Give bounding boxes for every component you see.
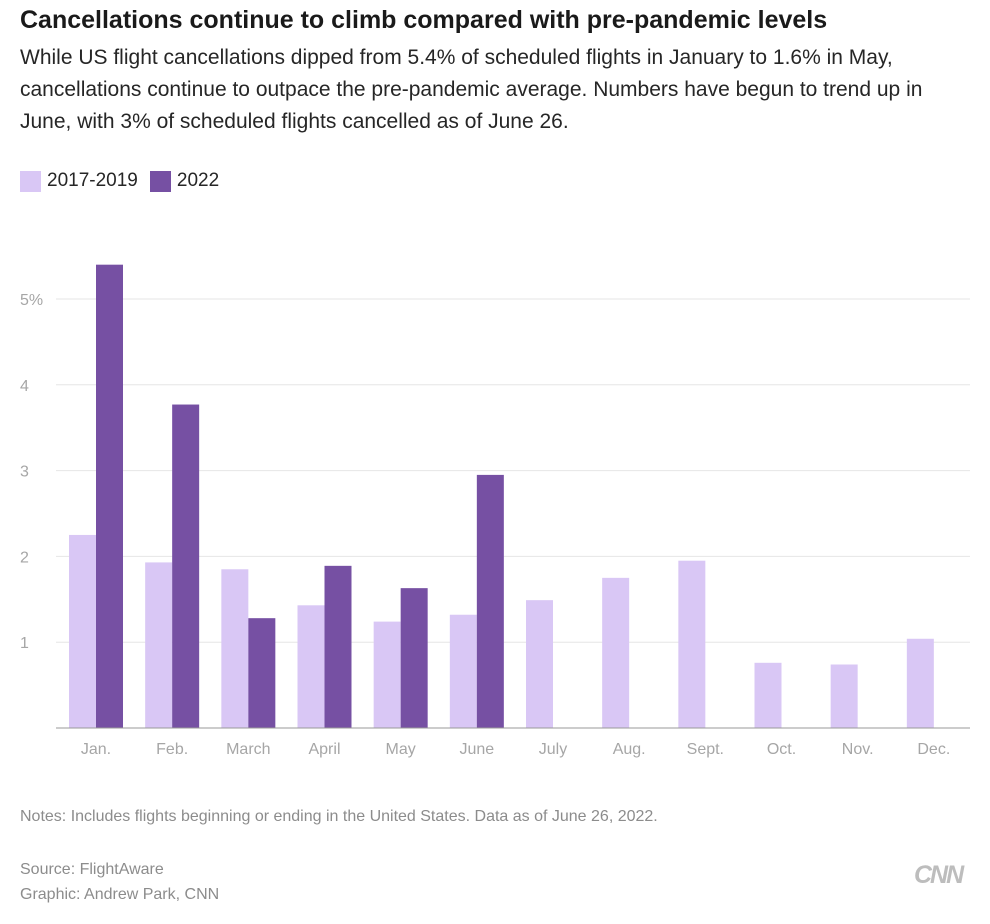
cnn-logo: CNN	[914, 861, 964, 889]
bar	[400, 588, 428, 728]
legend: 2017-2019 2022	[20, 170, 231, 192]
notes-text: Notes: Includes flights beginning or end…	[20, 808, 658, 825]
bar	[96, 264, 123, 728]
legend-label-2017-2019: 2017-2019	[47, 170, 138, 191]
bar	[172, 404, 200, 728]
x-tick-label: Feb.	[156, 741, 188, 758]
bar-chart: 1 2 3 4 5% Jan. Feb. March April May June July Aug. S…	[20, 264, 970, 758]
x-tick-label: July	[539, 741, 567, 758]
source-text: Source: FlightAware	[20, 861, 164, 878]
x-tick-label: Oct.	[767, 741, 796, 758]
legend-swatch-2022	[149, 170, 171, 192]
bar	[830, 664, 858, 728]
y-tick-label: 5%	[20, 292, 43, 309]
legend-item-2017-2019: 2017-2019	[20, 170, 138, 192]
x-tick-label: April	[308, 741, 340, 758]
legend-label-2022: 2022	[176, 170, 220, 191]
x-tick-label: Jan.	[81, 741, 111, 758]
bar	[526, 600, 553, 728]
bar	[906, 638, 934, 728]
bar	[248, 618, 276, 728]
y-tick-label: 4	[20, 378, 29, 395]
bar	[297, 605, 325, 728]
bar	[373, 621, 401, 728]
bar	[449, 614, 477, 728]
legend-swatch-2017-2019	[20, 170, 41, 192]
x-tick-label: Aug.	[613, 741, 646, 758]
bar	[476, 474, 504, 728]
source-block: Source: FlightAware Graphic: Andrew Park…	[20, 857, 219, 907]
x-tick-label: Nov.	[842, 741, 874, 758]
bar	[602, 577, 630, 728]
y-tick-label: 3	[20, 464, 29, 481]
x-tick-label: March	[226, 741, 270, 758]
x-tick-label: Sept.	[687, 741, 724, 758]
bar	[678, 560, 706, 728]
credit-text: Graphic: Andrew Park, CNN	[20, 886, 220, 903]
y-tick-label: 2	[20, 549, 29, 566]
x-tick-label: May	[386, 741, 416, 758]
legend-item-2022: 2022	[149, 170, 220, 192]
y-tick-label: 1	[20, 635, 29, 652]
bar	[324, 565, 352, 728]
chart-title: Cancellations continue to climb compared…	[20, 6, 828, 34]
bar	[69, 534, 96, 728]
x-tick-label: Dec.	[917, 741, 950, 758]
bar	[221, 569, 249, 728]
chart-subtitle: While US flight cancellations dipped fro…	[20, 46, 923, 133]
bar	[754, 662, 782, 728]
x-tick-label: June	[459, 741, 494, 758]
bar	[145, 562, 173, 728]
